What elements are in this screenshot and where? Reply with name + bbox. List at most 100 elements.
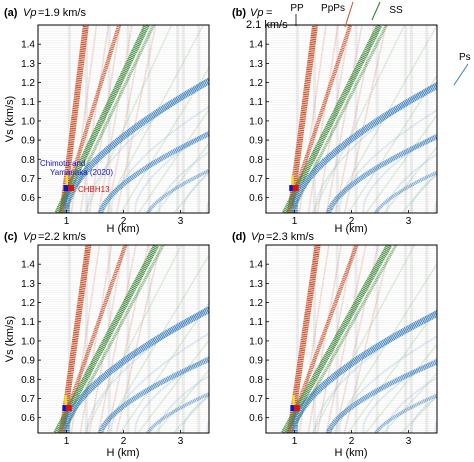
panel-c-xtick-label: 1 (64, 436, 70, 447)
panel-a-ps-curve-3 (146, 168, 209, 213)
panel-a-label: (a) (4, 7, 18, 19)
panel-b-arrow-ss (371, 1, 381, 21)
panel-a-vertical-streak (107, 25, 111, 213)
panel-d-vertical-streak (404, 245, 408, 433)
panel-a-vertical-streak (126, 25, 130, 213)
panel-a-marker-blue (63, 185, 70, 192)
panel-b-xtick-label: 2 (349, 216, 355, 227)
panel-b-ytick-label: 0.6 (249, 193, 263, 204)
panel-a-ytick-label: 1.1 (21, 97, 35, 108)
panel-c-faint-ss-branch (101, 253, 209, 433)
panel-b-vp-value-line2: 2.1 km/s (246, 19, 288, 31)
panel-c-faint-ss-branch (119, 301, 209, 433)
panel-b-plot-area (266, 25, 437, 213)
panel-d-label: (d) (232, 231, 246, 243)
panel-d-ticks: 1 2 3 0.6 0.7 0.8 0.9 1.0 1.1 1.2 1.3 1.4 (249, 260, 412, 447)
panel-c-plot-area (38, 245, 209, 433)
panel-d: (d) Vp =2.3 km/s H (km) 1 2 30.60.70.80.91… (232, 231, 438, 459)
panel-d-faint-pp-branch (307, 245, 343, 433)
panel-c-ytick-label: 1.3 (21, 279, 35, 290)
panel-c-faint-ps-branch (182, 394, 209, 433)
panel-b-vertical-streak (425, 25, 429, 213)
panel-b-marker-yellow (291, 175, 294, 186)
panel-c-ss-curve (53, 245, 160, 433)
panel-b-phase-pp: PP (290, 3, 304, 14)
panel-c-vertical-streak (67, 245, 71, 433)
panel-d-marker-red (293, 405, 300, 412)
panel-b-xtick-label: 1 (292, 216, 298, 227)
panel-c-ps-curve-2 (98, 356, 209, 433)
panel-c-vertical-streak (181, 245, 185, 433)
panel-a-ytick-label: 1.3 (21, 59, 35, 70)
panel-c-xtick-label: 2 (121, 436, 127, 447)
panel-b-arrow-ps (453, 63, 469, 86)
panel-b-vertical-streak (335, 25, 339, 213)
panel-d-xlabel: H (km) (335, 447, 368, 459)
panel-c-vertical-streak (147, 245, 151, 433)
panel-c-faint-pp-branch (97, 245, 137, 433)
panel-a-ytick-label: 0.7 (21, 174, 35, 185)
panel-d-faint-ss-branch (347, 307, 437, 433)
panel-b-ytick-label: 1.1 (249, 97, 263, 108)
panel-a-ytick-label: 0.8 (21, 155, 35, 166)
panel-d-vp-prefix: Vp (251, 231, 264, 243)
panel-a-ytick-label: 0.9 (21, 136, 35, 147)
panel-a-ytick-label: 0.6 (21, 193, 35, 204)
panel-c-marker-red (65, 405, 72, 412)
panel-b-ytick-label: 0.7 (249, 174, 263, 185)
panel-a-faint-ss-branch (84, 25, 173, 213)
panel-b-phase-ps: Ps (459, 52, 471, 63)
panel-d-ytick-label: 0.6 (249, 413, 263, 424)
panel-b-ticks: 1 2 3 0.6 0.7 0.8 0.9 1.0 1.1 1.2 1.3 1.4 (249, 40, 412, 227)
panel-d-vp-value: =2.3 km/s (266, 231, 314, 243)
panel-d-vertical-streak (375, 245, 379, 433)
panel-b-faint-ss-branch (347, 74, 437, 213)
panel-b-xtick-label: 3 (406, 216, 412, 227)
panel-b-faint-ss-branch (329, 25, 437, 213)
panel-a-ytick-label: 1.2 (21, 78, 35, 89)
panel-c-vp-value: =2.2 km/s (38, 231, 86, 243)
panel-d-vertical-streak (295, 245, 299, 433)
panel-a-vertical-streak (197, 25, 201, 213)
panel-a-xtick-label: 3 (178, 216, 184, 227)
panel-c-label: (c) (4, 231, 18, 243)
panel-d-vertical-streak (312, 245, 316, 433)
panel-b-marker-blue (289, 185, 296, 192)
panel-c-ytick-label: 0.7 (21, 394, 35, 405)
panel-d-plot-area (266, 245, 437, 433)
panel-a-faint-pp-branch (88, 25, 121, 213)
panel-a-annotation-chimoto-line1: Chimoto and (40, 159, 85, 168)
panel-b-ytick-label: 0.8 (249, 155, 263, 166)
panel-b-faint-ps-branch (362, 132, 437, 213)
panel-d-ytick-label: 1.4 (249, 260, 263, 271)
panel-d-faint-ps-branch (386, 376, 437, 433)
panel-d-ytick-label: 1.3 (249, 279, 263, 290)
panel-a-ytick-label: 1.0 (21, 116, 35, 127)
panel-a-faint-pp-branch (79, 25, 110, 213)
panel-b: (b) Vp = 2.1 km/s H (km) 1 2 3 0.6 0.7 0.8 0.9… (232, 1, 471, 235)
panel-a-faint-ps-branch (110, 105, 209, 213)
panel-a-marker-yellow (65, 175, 68, 186)
panel-d-faint-ps-branch (338, 335, 437, 433)
panel-a-ps-curve (63, 77, 209, 213)
panel-b-faint-ss-branch (365, 113, 437, 213)
panel-c-ytick-label: 0.8 (21, 375, 35, 386)
panel-c-faint-ps-branch (158, 374, 209, 433)
panel-c-vertical-streak (126, 245, 130, 433)
panel-a-ylabel: Vs (km/s) (4, 96, 16, 142)
panel-b-phase-ss: SS (389, 5, 403, 16)
panel-c-ytick-label: 1.1 (21, 317, 35, 328)
panel-c-ytick-label: 1.2 (21, 298, 35, 309)
panel-b-vertical-streak (375, 25, 379, 213)
panel-a-ppps-curve (58, 25, 122, 213)
panel-b-ytick-label: 0.9 (249, 136, 263, 147)
panel-b-ytick-label: 1.2 (249, 78, 263, 89)
panel-a-xtick-label: 2 (121, 216, 127, 227)
panel-b-pp-curve (287, 25, 319, 213)
panel-b-faint-pp-branch (334, 25, 375, 213)
panel-d-marker-blue (290, 405, 297, 412)
panel-c-ytick-label: 1.4 (21, 260, 35, 271)
panel-c-ytick-label: 0.6 (21, 413, 35, 424)
panel-b-arrow-ppps (344, 1, 354, 28)
